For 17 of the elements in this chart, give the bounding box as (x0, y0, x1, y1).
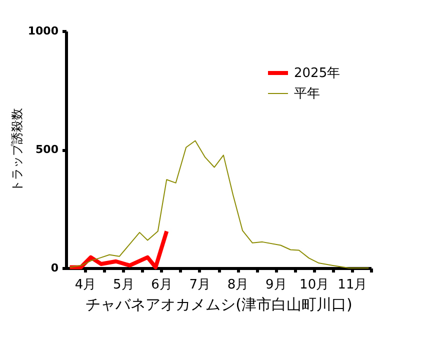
x-tick-label: 4月 (74, 278, 96, 292)
x-axis-title: チャバネアオカメムシ(津市白山町川口) (86, 296, 352, 314)
x-tick-label: 8月 (227, 278, 249, 292)
y-axis-title: トラップ誘殺数 (10, 108, 24, 192)
x-tick-label: 6月 (151, 278, 172, 292)
legend-label: 平年 (294, 86, 320, 102)
x-tick-label: 7月 (189, 278, 211, 292)
y-tick-label: 0 (50, 262, 59, 274)
x-tick-label: 9月 (266, 278, 287, 292)
x-tick-label: 5月 (113, 278, 134, 292)
y-tick-label: 1000 (28, 24, 59, 38)
line-series (68, 229, 169, 270)
x-tick-label: 11月 (338, 278, 368, 292)
legend-label: 2025年 (294, 66, 340, 81)
line-series (69, 140, 370, 268)
x-tick-label: 10月 (300, 278, 330, 292)
y-tick-label: 500 (36, 143, 59, 156)
